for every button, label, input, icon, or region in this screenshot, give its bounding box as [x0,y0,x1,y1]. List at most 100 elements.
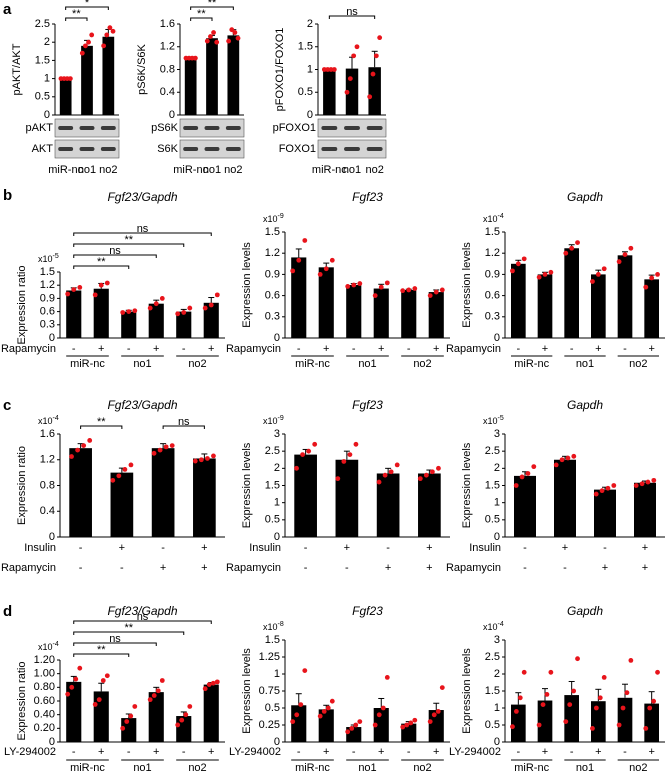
data-point [124,719,130,724]
data-point [290,719,296,724]
error-bar [349,56,355,69]
scale-base: x10 [263,622,278,632]
scale-label: x10-5 [38,253,59,265]
scale-label: x10-8 [263,621,284,633]
panel-letter: d [3,603,12,620]
bracket-label: ns [346,6,358,18]
y-axis-label: Expression ratio [16,662,28,741]
treatment-sign: + [201,542,207,554]
data-point [132,308,138,314]
data-point [325,705,331,711]
y-tick-label: 1.5 [35,54,50,66]
error-bar [595,688,602,702]
data-point [98,282,104,288]
y-tick-label: 1.5 [298,41,313,53]
bracket-label: ** [124,622,133,634]
y-tick-label: 1 [274,497,280,509]
data-point [423,472,429,478]
data-point [548,269,554,275]
data-point [181,310,187,315]
bar [203,302,219,338]
data-point [211,453,216,459]
data-point [211,30,216,35]
data-point [571,688,577,694]
error-bar [378,697,385,708]
data-point [633,483,639,488]
y-tick-label: 0.40 [34,709,55,721]
data-point [590,726,595,731]
scale-exponent: -9 [278,415,284,422]
bar [148,303,164,338]
treatment-sign: + [378,343,384,355]
data-point [317,713,323,719]
bracket-label: * [85,0,90,9]
data-point [81,443,87,448]
data-point [204,38,210,44]
scale-exponent: -4 [53,415,59,422]
treatment-sign: + [98,746,104,758]
scale-base: x10 [483,622,498,632]
y-tick-label: 1.5 [485,685,500,697]
data-point [651,698,657,704]
treatment-sign: + [344,542,350,554]
bracket [73,620,212,624]
data-point [312,441,318,447]
data-point [104,673,110,679]
blot-label: pFOXO1 [273,122,316,134]
data-point [347,452,353,457]
bar [121,718,137,742]
treatment-sign: + [642,542,648,554]
data-point [208,302,214,308]
data-point [427,293,433,298]
data-point [384,675,390,680]
bar [335,459,359,537]
bracket-label: ns [137,611,149,623]
x-tick-label: no1 [78,164,96,176]
treatment-sign: - [570,343,574,355]
y-tick-label: 1.2 [40,279,55,291]
bar [318,267,334,338]
data-point [296,257,302,263]
treatment-sign: + [385,562,391,574]
x-tick-label: no2 [224,164,242,176]
group-label: no1 [358,358,376,370]
data-point [198,457,204,463]
data-point [540,702,546,707]
treatment-sign: + [595,343,601,355]
data-point [382,472,388,478]
group-label: no2 [413,762,431,774]
treatment-name: LY-294002 [229,746,281,758]
data-point [169,443,175,448]
treatment-sign: - [79,542,83,554]
y-tick-label: 3 [494,428,500,440]
data-point [406,287,412,293]
scale-exponent: -4 [498,213,504,220]
data-point [153,301,159,307]
data-point [187,704,193,709]
treatment-name: Rapamycin [1,343,56,355]
data-point [544,692,550,697]
bar [644,279,659,338]
treatment-sign: - [603,542,607,554]
y-tick-label: 0 [274,736,280,748]
treatment-sign: + [98,343,104,355]
treatment-sign: - [304,562,308,574]
bar [323,69,336,115]
y-axis-label: Expression levels [461,648,473,734]
data-point [569,245,575,251]
data-point [349,726,355,731]
panel-letter: b [3,187,12,204]
scale-exponent: -8 [278,621,284,628]
blot-band [58,126,74,130]
y-axis-label: pFOXO1/FOXO1 [274,28,286,112]
bracket [73,642,157,646]
data-point [92,292,98,298]
data-point [214,679,220,685]
chart-title: Fgf23 [352,190,383,204]
data-point [175,722,181,728]
bracket [190,6,234,10]
y-axis-label: pAKT/AKT [11,43,23,95]
x-tick-label: miR-nc [312,164,347,176]
treatment-sign: - [570,746,574,758]
